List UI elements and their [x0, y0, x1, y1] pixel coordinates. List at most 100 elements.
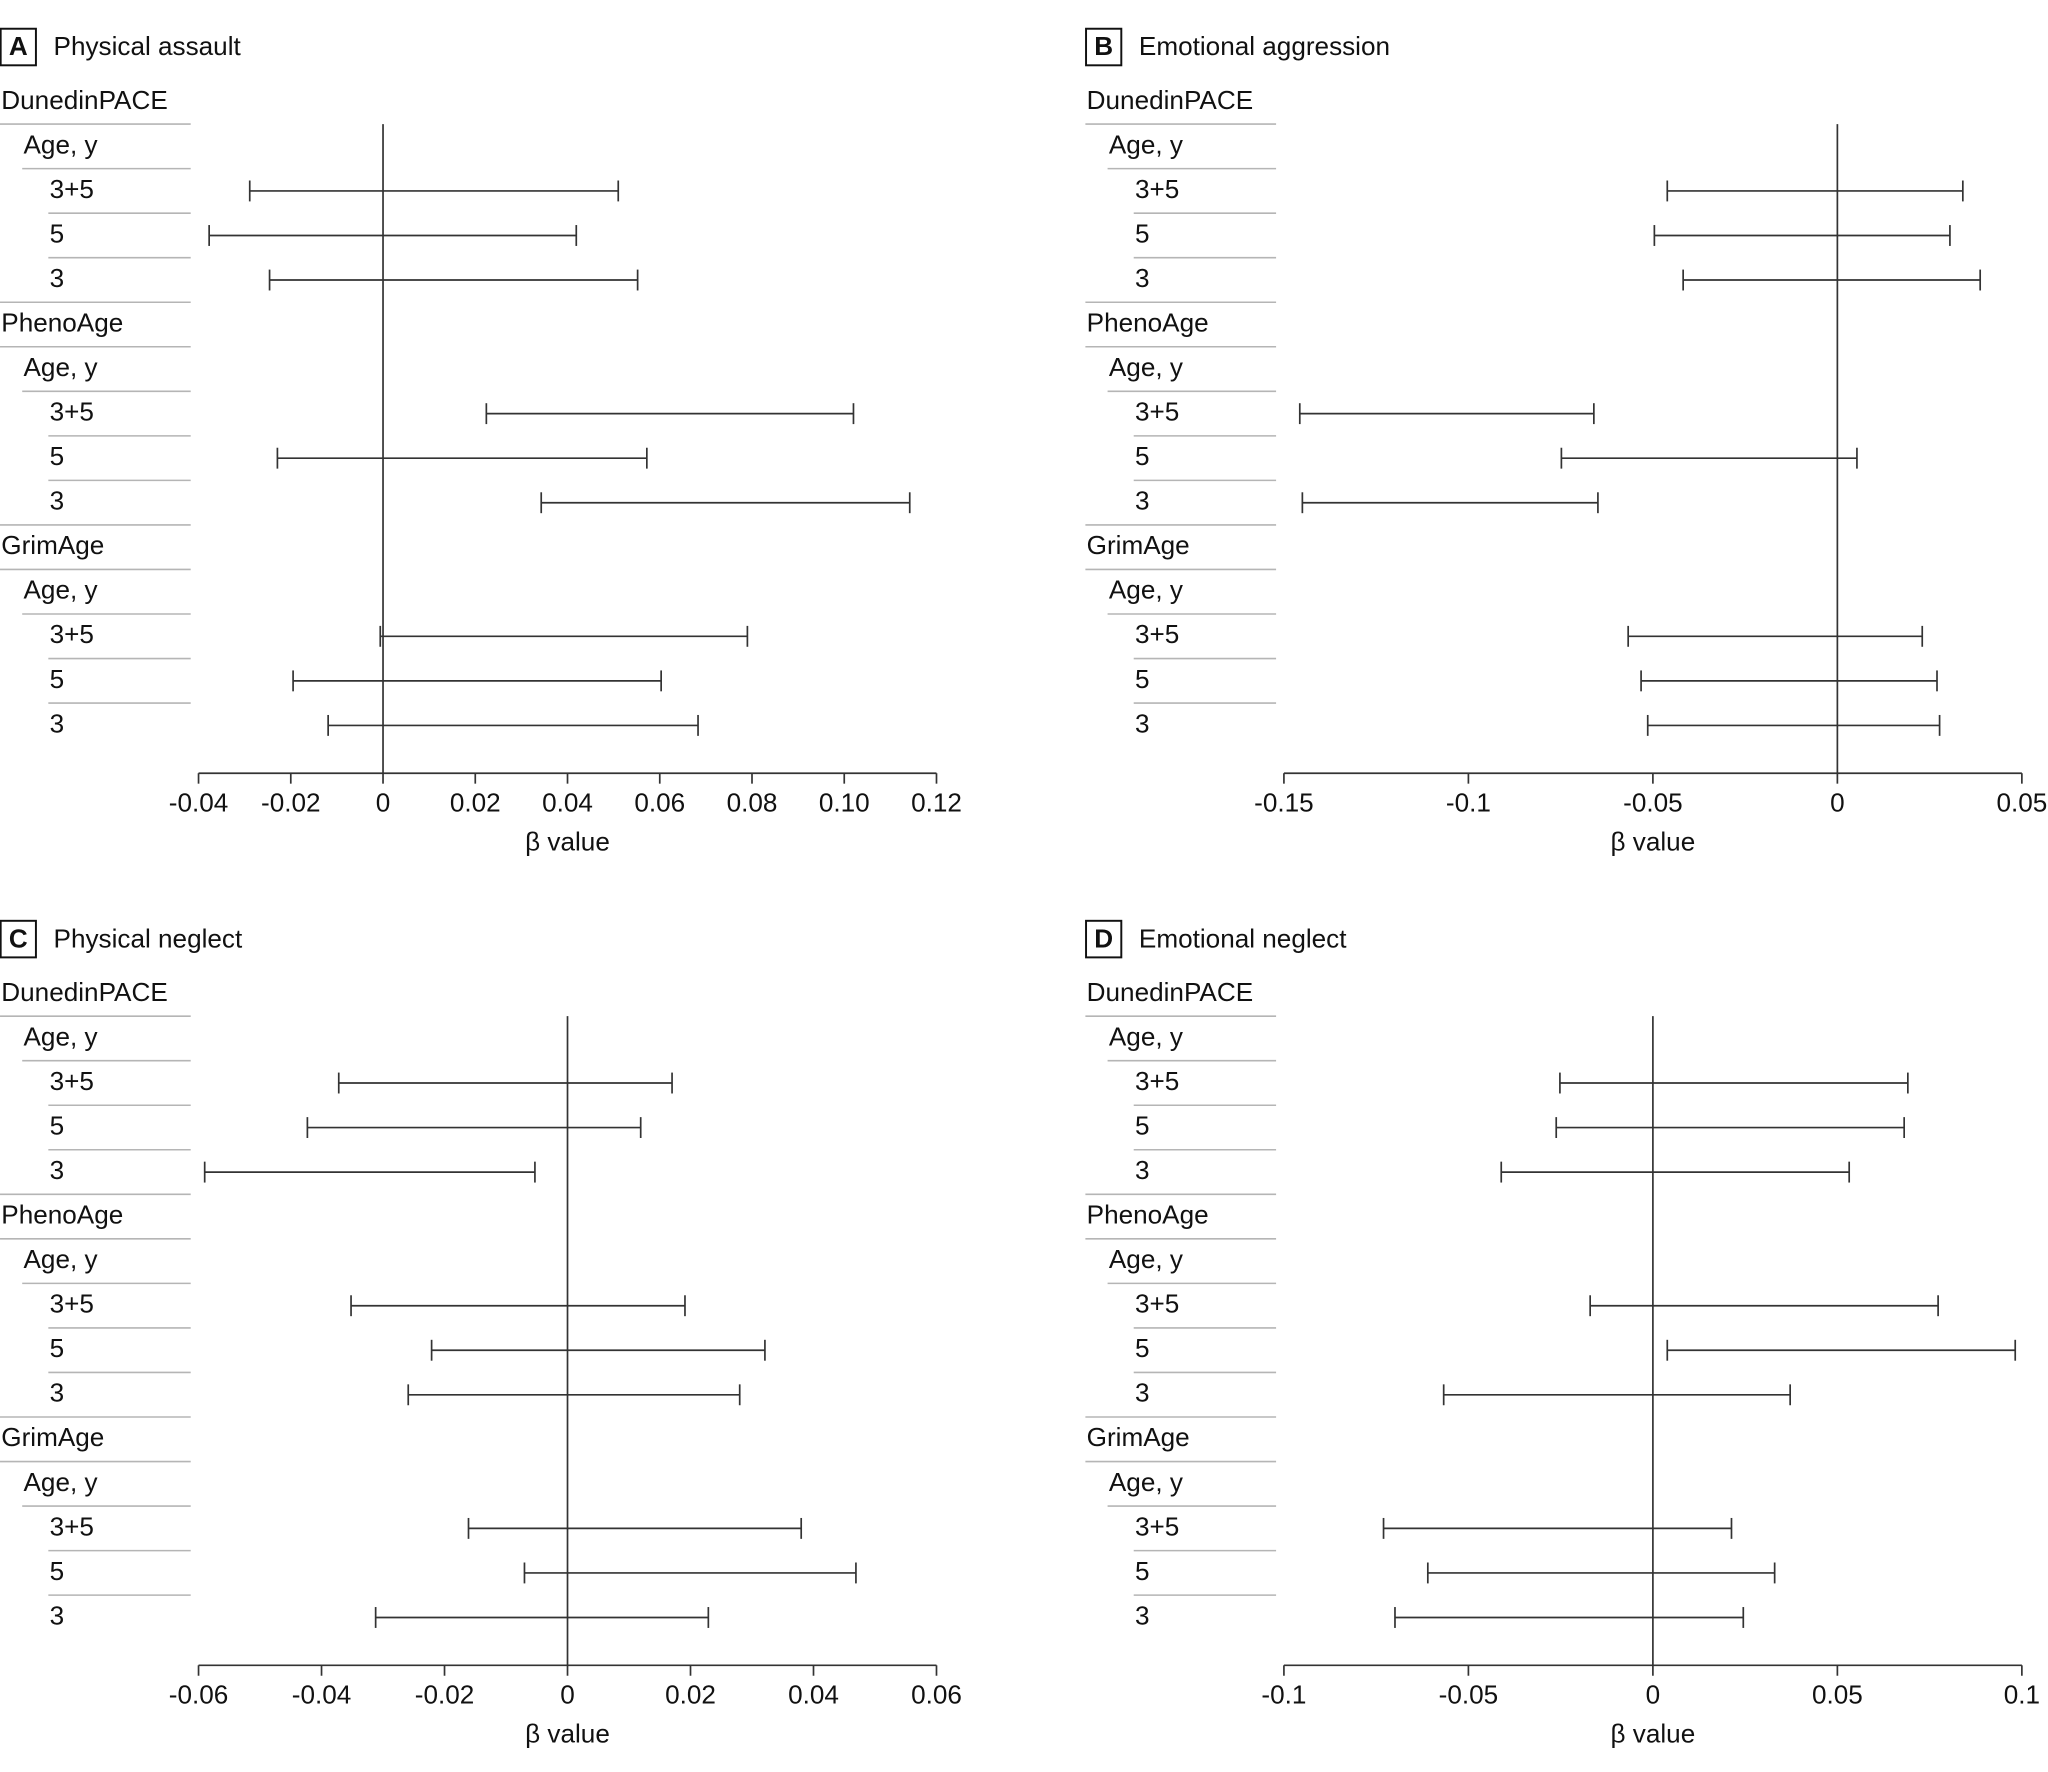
panel: B Emotional aggression DunedinPACE Age, y 3+… — [1085, 27, 2047, 857]
row-label: 3 — [50, 486, 65, 516]
x-tick-label: 0 — [1646, 1680, 1661, 1710]
group-header: DunedinPACE — [1087, 977, 1253, 1007]
row-label: 5 — [1135, 1556, 1150, 1586]
row-label: 3+5 — [50, 1066, 94, 1096]
group-header: GrimAge — [1, 530, 104, 560]
row-label: 3 — [1135, 708, 1150, 738]
panel-label: C — [9, 923, 28, 953]
group-header: GrimAge — [1087, 1422, 1190, 1452]
row-label: 5 — [50, 664, 65, 694]
row-label: 3+5 — [1135, 174, 1179, 204]
sub-header: Age, y — [1109, 1467, 1183, 1497]
row-label: 5 — [50, 441, 65, 471]
x-tick-label: 0.08 — [727, 787, 778, 817]
row-label: 3+5 — [1135, 1066, 1179, 1096]
sub-header: Age, y — [24, 575, 98, 605]
group-header: PhenoAge — [1087, 1200, 1209, 1230]
x-tick-label: 0.06 — [911, 1680, 962, 1710]
row-label: 3+5 — [1135, 397, 1179, 427]
x-tick-label: 0 — [376, 787, 391, 817]
panel-title: Emotional aggression — [1139, 31, 1390, 61]
panel: A Physical assault DunedinPACE Age, y 3+5 5 3 P… — [0, 27, 962, 857]
row-label: 3+5 — [50, 397, 94, 427]
x-tick-label: 0.05 — [1996, 787, 2047, 817]
row-label: 3+5 — [50, 619, 94, 649]
row-label: 5 — [1135, 664, 1150, 694]
sub-header: Age, y — [24, 352, 98, 382]
sub-header: Age, y — [1109, 1244, 1183, 1274]
panel-label: D — [1094, 923, 1113, 953]
group-header: DunedinPACE — [1087, 85, 1253, 115]
row-label: 3 — [1135, 263, 1150, 293]
x-tick-label: -0.02 — [261, 787, 321, 817]
group-header: GrimAge — [1, 1422, 104, 1452]
x-tick-label: 0.04 — [542, 787, 593, 817]
x-tick-label: -0.1 — [1261, 1680, 1306, 1710]
sub-header: Age, y — [24, 1244, 98, 1274]
x-tick-label: 0.02 — [450, 787, 501, 817]
panel-label: A — [9, 31, 28, 61]
x-tick-label: -0.15 — [1254, 787, 1314, 817]
row-label: 5 — [50, 1556, 65, 1586]
x-tick-label: 0.02 — [665, 1680, 716, 1710]
x-axis-label: β value — [1611, 1719, 1696, 1749]
panel: D Emotional neglect DunedinPACE Age, y 3+5 5 3… — [1085, 919, 2040, 1749]
panel-label-box — [0, 27, 37, 67]
sub-header: Age, y — [24, 1467, 98, 1497]
x-axis-label: β value — [525, 1719, 610, 1749]
panel-title: Physical assault — [54, 31, 242, 61]
x-tick-label: -0.04 — [169, 787, 229, 817]
row-label: 5 — [1135, 218, 1150, 248]
row-label: 3 — [1135, 1600, 1150, 1630]
x-tick-label: -0.06 — [169, 1680, 229, 1710]
x-tick-label: 0 — [1830, 787, 1845, 817]
row-label: 3 — [1135, 486, 1150, 516]
panel: C Physical neglect DunedinPACE Age, y 3+5 5 3 P… — [0, 919, 962, 1749]
sub-header: Age, y — [24, 1021, 98, 1051]
x-tick-label: 0.05 — [1812, 1680, 1863, 1710]
row-label: 5 — [50, 218, 65, 248]
row-label: 3+5 — [1135, 1511, 1179, 1541]
row-label: 3 — [1135, 1378, 1150, 1408]
x-tick-label: -0.04 — [292, 1680, 352, 1710]
row-label: 3+5 — [1135, 619, 1179, 649]
row-label: 3+5 — [50, 1511, 94, 1541]
x-tick-label: 0.1 — [2004, 1680, 2040, 1710]
x-tick-label: 0.06 — [634, 787, 685, 817]
x-tick-label: -0.05 — [1623, 787, 1683, 817]
row-label: 5 — [50, 1110, 65, 1140]
panel-label-box — [0, 919, 37, 959]
row-label: 3+5 — [1135, 1289, 1179, 1319]
x-axis-label: β value — [525, 827, 610, 857]
row-label: 3 — [50, 263, 65, 293]
x-tick-label: 0.10 — [819, 787, 870, 817]
sub-header: Age, y — [1109, 352, 1183, 382]
group-header: PhenoAge — [1087, 307, 1209, 337]
x-tick-label: -0.05 — [1439, 1680, 1499, 1710]
panel-label: B — [1094, 31, 1113, 61]
panel-title: Emotional neglect — [1139, 923, 1347, 953]
x-tick-label: 0.04 — [788, 1680, 839, 1710]
x-tick-label: -0.02 — [415, 1680, 475, 1710]
group-header: PhenoAge — [1, 307, 123, 337]
row-label: 3+5 — [50, 1289, 94, 1319]
row-label: 3+5 — [50, 174, 94, 204]
row-label: 3 — [1135, 1155, 1150, 1185]
row-label: 3 — [50, 708, 65, 738]
panel-label-box — [1085, 919, 1123, 959]
row-label: 5 — [1135, 441, 1150, 471]
x-tick-label: 0.12 — [911, 787, 962, 817]
group-header: GrimAge — [1087, 530, 1190, 560]
row-label: 3 — [50, 1378, 65, 1408]
group-header: DunedinPACE — [1, 977, 167, 1007]
row-label: 5 — [50, 1333, 65, 1363]
x-tick-label: 0 — [560, 1680, 575, 1710]
panel-label-box — [1085, 27, 1123, 67]
sub-header: Age, y — [1109, 129, 1183, 159]
sub-header: Age, y — [24, 129, 98, 159]
sub-header: Age, y — [1109, 575, 1183, 605]
group-header: DunedinPACE — [1, 85, 167, 115]
row-label: 5 — [1135, 1333, 1150, 1363]
